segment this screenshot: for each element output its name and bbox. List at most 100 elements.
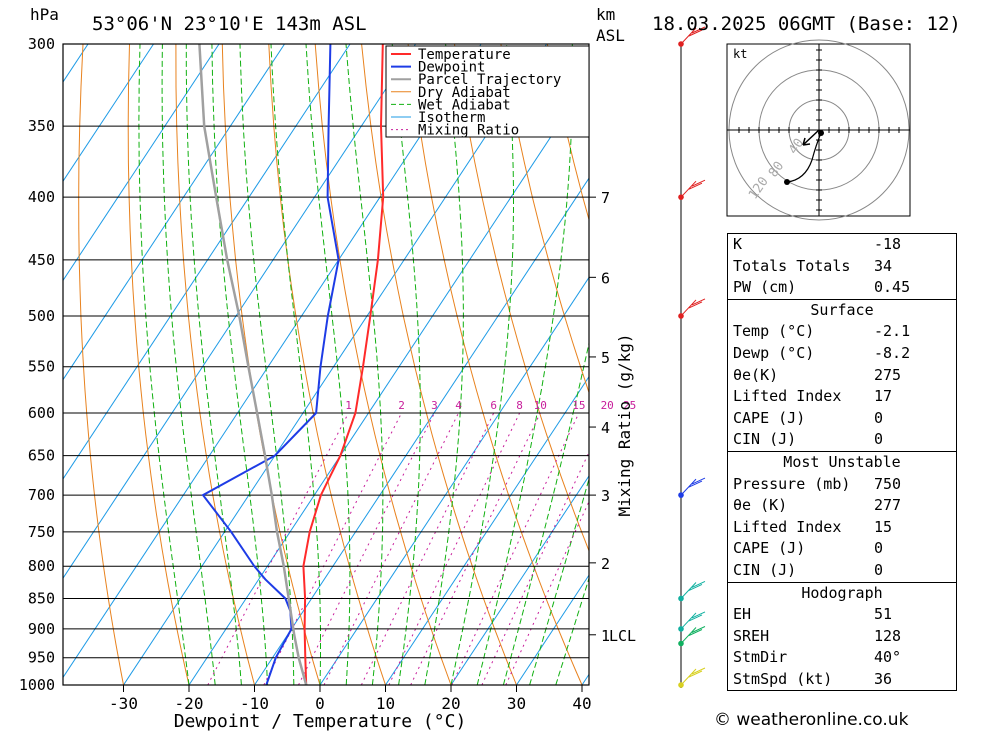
x-tick-label: 10 <box>376 694 395 713</box>
index-value: 0 <box>874 430 884 449</box>
index-label: Dewp (°C) <box>733 343 815 362</box>
index-value: 34 <box>874 256 893 275</box>
index-label: θe (K) <box>733 496 788 515</box>
section-title: Most Unstable <box>728 450 956 474</box>
wind-barb <box>680 611 706 630</box>
legend-label: Mixing Ratio <box>418 123 519 139</box>
profile-lines <box>198 44 385 685</box>
height-tick-label: 3 <box>601 487 610 505</box>
index-row: EH 51 <box>728 604 956 626</box>
wet-adiabat-line <box>450 44 514 685</box>
mixing-ratio-axis-label: Mixing Ratio (g/kg) <box>615 333 634 516</box>
index-row: Totals Totals 34 <box>728 256 956 278</box>
mixing-ratio-label: 25 <box>623 399 636 412</box>
legend-label: Parcel Trajectory <box>418 72 561 88</box>
isotherm-line <box>63 44 285 381</box>
wet-adiabat-line <box>555 576 589 685</box>
x-axis-label: Dewpoint / Temperature (°C) <box>174 711 467 732</box>
pressure-tick-label: 1000 <box>19 676 55 694</box>
index-value: 128 <box>874 626 902 645</box>
mixing-ratio-labels: 1 2 3 4 6 8 10 15 20 25 <box>345 399 636 412</box>
mixing-ratio-label: 15 <box>572 399 585 412</box>
index-value: 15 <box>874 517 893 536</box>
index-value: 17 <box>874 387 893 406</box>
index-label: Pressure (mb) <box>733 474 851 493</box>
isotherm-line <box>123 44 547 685</box>
pressure-tick-label: 950 <box>28 649 55 667</box>
index-label: Temp (°C) <box>733 322 815 341</box>
mixing-ratio-label: 10 <box>534 399 547 412</box>
legend-label: Dry Adiabat <box>418 85 511 101</box>
pressure-tick-label: 500 <box>28 307 55 325</box>
x-tick-label: -20 <box>175 694 204 713</box>
axes: 3003504004505005506006507007508008509009… <box>19 35 636 713</box>
hodograph-start-point <box>784 179 790 185</box>
credit-label: © weatheronline.co.uk <box>714 710 909 730</box>
index-row: θe (K) 277 <box>728 495 956 517</box>
x-tick-label: 20 <box>441 694 460 713</box>
index-row: StmDir 40° <box>728 647 956 669</box>
index-value: 0 <box>874 539 884 558</box>
wet-adiabat-line <box>529 477 589 685</box>
height-tick-label: 7 <box>601 189 610 207</box>
x-tick-label: -10 <box>240 694 269 713</box>
pressure-tick-label: 750 <box>28 523 55 541</box>
mixing-ratio-label: 1 <box>345 399 352 412</box>
hodograph-trace <box>786 132 822 183</box>
index-value: 277 <box>874 496 902 515</box>
wind-profile <box>678 26 706 688</box>
dry-adiabat-line <box>407 44 583 685</box>
index-label: Totals Totals <box>733 256 851 275</box>
index-row: CAPE (J) 0 <box>728 538 956 560</box>
hodograph-ring-label: 80 <box>766 159 787 180</box>
dry-adiabat-line <box>78 44 124 685</box>
isotherm-line <box>385 375 589 685</box>
series-line-parcel-trajectory <box>198 44 308 685</box>
isotherm-line <box>188 78 589 685</box>
pressure-tick-label: 900 <box>28 620 55 638</box>
legend-label: Dewpoint <box>418 60 485 76</box>
wet-adiabat-line <box>185 44 242 685</box>
index-row: PW (cm) 0.45 <box>728 277 956 299</box>
x-tick-label: 40 <box>572 694 591 713</box>
lcl-label: LCL <box>609 627 636 645</box>
wind-barb <box>680 667 706 686</box>
index-row: Lifted Index 17 <box>728 386 956 408</box>
wet-adiabat-line <box>270 44 321 685</box>
wind-barb <box>680 581 706 599</box>
index-label: StmDir <box>733 648 788 667</box>
wet-adiabat-line <box>211 44 269 685</box>
index-value: 0 <box>874 408 884 427</box>
dry-adiabat-line <box>500 44 589 394</box>
legend-box <box>385 45 590 138</box>
pressure-tick-label: 850 <box>28 589 55 607</box>
index-label: Lifted Index <box>733 387 842 406</box>
index-value: -8.2 <box>874 343 911 362</box>
index-value: 275 <box>874 365 902 384</box>
hodograph-ring-label: 40 <box>786 136 807 157</box>
index-value: 0 <box>874 560 884 579</box>
pressure-tick-label: 400 <box>28 188 55 206</box>
mixing-ratio-label: 4 <box>455 399 462 412</box>
x-tick-label: -30 <box>109 694 138 713</box>
pressure-tick-label: 350 <box>28 117 55 135</box>
section-title: Hodograph <box>728 581 956 605</box>
wind-barb <box>680 298 706 317</box>
index-value: 40° <box>874 648 902 667</box>
index-row: Lifted Index 15 <box>728 517 956 539</box>
wet-adiabat-line <box>138 44 190 685</box>
index-row: CAPE (J) 0 <box>728 408 956 430</box>
index-row: Temp (°C) -2.1 <box>728 321 956 343</box>
hodograph-unit-label: kt <box>733 47 747 61</box>
dry-adiabat-line <box>175 44 255 685</box>
isotherm-line <box>516 574 589 685</box>
isotherm-line <box>63 44 154 183</box>
storm-motion-arrow <box>802 129 820 146</box>
plot-frame <box>62 43 590 686</box>
height-tick-label: 5 <box>601 349 610 367</box>
dry-adiabat-line <box>965 44 1000 685</box>
isobar-lines <box>63 43 589 686</box>
index-value: 750 <box>874 474 902 493</box>
pressure-tick-label: 700 <box>28 486 55 504</box>
